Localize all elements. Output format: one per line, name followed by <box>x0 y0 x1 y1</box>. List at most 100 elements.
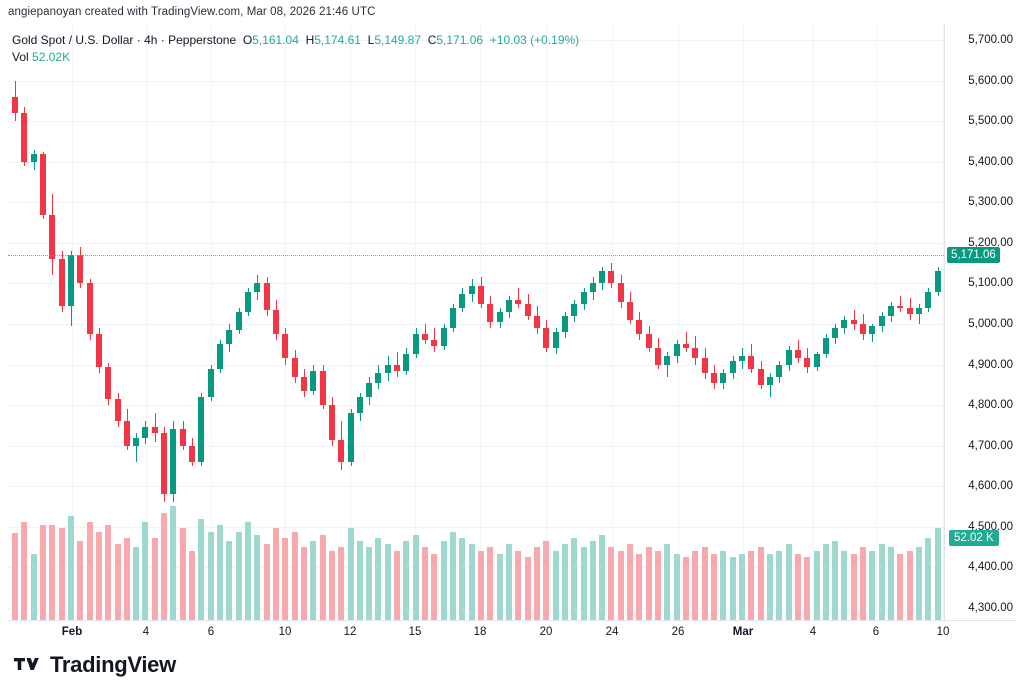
volume-bar <box>151 537 158 620</box>
volume-bar <box>338 547 345 620</box>
volume-bar <box>450 531 457 620</box>
volume-bar <box>925 537 932 620</box>
volume-bar <box>673 553 680 620</box>
grid-line-vertical <box>743 24 744 620</box>
candle-body-bearish <box>95 334 102 367</box>
volume-bar <box>599 534 606 620</box>
candle-body-bullish <box>832 328 839 339</box>
candle-body-bullish <box>599 271 606 284</box>
grid-line-vertical <box>415 24 416 620</box>
candle-body-bullish <box>552 332 559 349</box>
volume-bar <box>403 541 410 620</box>
candle-body-bearish <box>617 283 624 302</box>
candle-body-bullish <box>412 334 419 355</box>
candle-body-bullish <box>664 356 671 365</box>
volume-bar <box>860 547 867 620</box>
time-axis-tick: 24 <box>605 626 619 638</box>
chart-frame: 5,700.00 5,600.00 5,500.00 5,400.00 5,300.00… <box>8 24 1016 620</box>
candle-body-bearish <box>86 283 93 335</box>
legend-volume-label: Vol <box>12 50 29 64</box>
volume-bar <box>813 550 820 620</box>
candle-body-bullish <box>869 326 876 335</box>
candle-body-bullish <box>496 311 503 322</box>
attribution-text: angiepanoyan created with TradingView.co… <box>8 6 376 18</box>
candle-body-bearish <box>151 427 158 434</box>
volume-bar <box>30 553 37 620</box>
candle-body-bearish <box>161 433 168 495</box>
candle-wick <box>900 295 902 312</box>
volume-bar <box>254 534 261 620</box>
grid-line-horizontal <box>8 324 944 326</box>
volume-bar <box>459 537 466 620</box>
legend-symbol[interactable]: Gold Spot / U.S. Dollar <box>12 33 134 47</box>
candle-body-bullish <box>888 305 895 316</box>
volume-bar <box>328 550 335 620</box>
legend-interval[interactable]: 4h <box>144 33 158 47</box>
tradingview-wordmark: TradingView <box>50 652 176 677</box>
candle-body-bullish <box>170 429 177 495</box>
legend-low-label: L <box>367 33 375 47</box>
grid-line-horizontal <box>8 486 944 488</box>
candle-body-bearish <box>422 334 429 341</box>
grid-line-vertical <box>146 24 147 620</box>
candle-body-bullish <box>925 291 932 308</box>
volume-bar <box>748 550 755 620</box>
volume-bar <box>347 528 354 620</box>
volume-bar <box>505 544 512 620</box>
candle-body-bullish <box>245 291 251 312</box>
chart-plot-area[interactable] <box>8 24 944 620</box>
volume-bar <box>515 550 522 620</box>
volume-bar <box>86 522 93 620</box>
volume-bar <box>785 544 792 620</box>
volume-bar <box>683 556 690 620</box>
volume-bar <box>487 547 494 620</box>
candle-body-bullish <box>440 328 447 347</box>
volume-bar <box>916 547 923 620</box>
volume-bar <box>906 550 913 620</box>
volume-bar <box>608 547 615 620</box>
candle-body-bullish <box>916 307 923 314</box>
candle-body-bearish <box>850 319 857 325</box>
legend-volume-row: Vol 52.02K <box>12 50 579 65</box>
grid-line-vertical <box>612 24 613 620</box>
volume-bar <box>822 544 829 620</box>
volume-bar <box>533 547 540 620</box>
time-axis-tick: 10 <box>278 626 292 638</box>
volume-bar <box>161 512 168 620</box>
time-axis[interactable]: Feb 4 6 10 12 15 18 20 24 26 Mar 4 6 10 <box>8 620 1016 647</box>
candle-wick <box>853 309 855 331</box>
time-axis-tick: Mar <box>732 626 754 638</box>
price-axis[interactable]: 5,700.00 5,600.00 5,500.00 5,400.00 5,300.00… <box>944 24 1017 620</box>
candle-body-bearish <box>179 429 186 446</box>
candle-body-bullish <box>384 364 391 373</box>
legend-volume-unit: K <box>62 50 71 64</box>
candle-wick <box>667 352 669 377</box>
candle-body-bullish <box>571 303 578 316</box>
grid-line-horizontal <box>8 202 944 204</box>
legend-close-value: 5,171.06 <box>436 33 484 47</box>
candle-body-bearish <box>263 283 270 310</box>
volume-bar <box>766 553 773 620</box>
grid-line-horizontal <box>8 40 944 42</box>
volume-bar <box>77 541 84 620</box>
candle-body-bullish <box>720 372 727 383</box>
volume-bar <box>226 541 233 620</box>
candle-body-bearish <box>49 214 56 260</box>
candle-body-bullish <box>254 283 261 292</box>
time-axis-tick: Feb <box>61 626 83 638</box>
grid-line-horizontal <box>8 567 944 569</box>
volume-bar <box>366 547 373 620</box>
candle-body-bullish <box>822 338 829 355</box>
grid-line-horizontal <box>8 607 944 609</box>
candle-body-bullish <box>729 360 736 373</box>
current-volume-badge: 52.02 K <box>949 529 999 546</box>
grid-line-horizontal <box>8 80 944 82</box>
volume-bar <box>832 541 839 620</box>
candle-body-bullish <box>310 370 317 391</box>
price-axis-tick: 5,400.00 <box>968 155 1013 168</box>
candle-body-bearish <box>533 315 540 329</box>
time-axis-tick: 4 <box>142 626 150 638</box>
legend-high-label: H <box>305 33 315 47</box>
time-axis-tick: 6 <box>207 626 215 638</box>
candle-body-bearish <box>282 334 289 359</box>
